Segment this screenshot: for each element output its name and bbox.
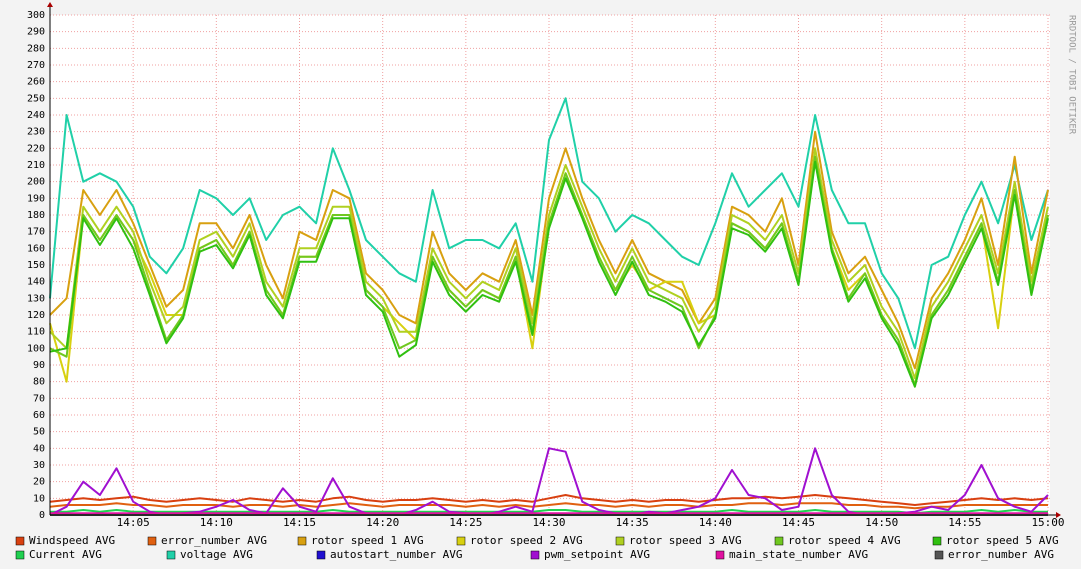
legend-swatch (147, 536, 157, 546)
y-tick-label: 0 (39, 510, 45, 521)
y-tick-label: 180 (27, 210, 45, 221)
x-tick-label: 14:05 (117, 516, 150, 529)
y-tick-label: 160 (27, 243, 45, 254)
x-tick-label: 14:40 (699, 516, 732, 529)
series-line (49, 97, 1049, 350)
y-tick-label: 80 (33, 377, 45, 388)
legend-label: rotor speed 4 AVG (788, 534, 901, 547)
series-line (50, 509, 1048, 515)
x-tick-label: 14:55 (948, 516, 981, 529)
legend-label: autostart_number AVG (330, 548, 462, 561)
legend-label: Windspeed AVG (29, 534, 115, 547)
axis-arrow (1056, 512, 1061, 518)
y-tick-label: 170 (27, 227, 45, 238)
legend-swatch (297, 536, 307, 546)
legend-swatch (15, 536, 25, 546)
x-tick-label: 14:10 (200, 516, 233, 529)
series-line (49, 160, 1049, 388)
watermark: RRDTOOL / TOBI OETIKER (1067, 15, 1077, 135)
x-tick-label: 14:35 (616, 516, 649, 529)
x-tick-label: 14:20 (366, 516, 399, 529)
legend-swatch (316, 550, 326, 560)
y-tick-label: 150 (27, 260, 45, 271)
x-tick-label: 14:30 (532, 516, 565, 529)
y-tick-label: 260 (27, 77, 45, 88)
series-line (49, 494, 1049, 506)
y-tick-label: 200 (27, 177, 45, 188)
series-line (49, 147, 1049, 380)
y-tick-label: 120 (27, 310, 45, 321)
legend-label: rotor speed 5 AVG (946, 534, 1059, 547)
legend-label: rotor speed 1 AVG (311, 534, 424, 547)
y-tick-label: 300 (27, 10, 45, 21)
y-tick-label: 60 (33, 410, 45, 421)
legend-label: Current AVG (29, 548, 102, 561)
y-tick-label: 20 (33, 477, 45, 488)
legend-swatch (932, 536, 942, 546)
legend-swatch (715, 550, 725, 560)
y-tick-label: 270 (27, 60, 45, 71)
y-tick-label: 290 (27, 27, 45, 38)
y-tick-label: 30 (33, 460, 45, 471)
y-tick-label: 280 (27, 43, 45, 54)
x-tick-label: 14:50 (865, 516, 898, 529)
y-tick-label: 220 (27, 143, 45, 154)
x-tick-label: 14:15 (283, 516, 316, 529)
axis-arrow (47, 2, 53, 7)
series-line (49, 502, 1048, 510)
y-tick-label: 90 (33, 360, 45, 371)
y-tick-label: 250 (27, 93, 45, 104)
legend-swatch (774, 536, 784, 546)
legend-swatch (615, 536, 625, 546)
y-tick-label: 10 (33, 493, 45, 504)
legend-label: main_state_number AVG (729, 548, 868, 561)
y-tick-label: 230 (27, 127, 45, 138)
y-tick-label: 70 (33, 393, 45, 404)
y-tick-label: 140 (27, 277, 45, 288)
legend-swatch (15, 550, 25, 560)
legend-label: error_number AVG (948, 548, 1054, 561)
series-line (49, 130, 1049, 370)
y-tick-label: 240 (27, 110, 45, 121)
y-tick-label: 110 (27, 327, 45, 338)
legend-swatch (166, 550, 176, 560)
series-line (49, 155, 1049, 386)
x-tick-label: 15:00 (1031, 516, 1064, 529)
legend-label: rotor speed 3 AVG (629, 534, 742, 547)
x-tick-label: 14:45 (782, 516, 815, 529)
y-tick-label: 40 (33, 443, 45, 454)
legend-swatch (456, 536, 466, 546)
x-tick-label: 14:25 (449, 516, 482, 529)
legend-label: voltage AVG (180, 548, 253, 561)
legend-swatch (934, 550, 944, 560)
legend-swatch (530, 550, 540, 560)
y-tick-label: 100 (27, 343, 45, 354)
legend-label: rotor speed 2 AVG (470, 534, 583, 547)
legend-label: error_number AVG (161, 534, 267, 547)
y-tick-label: 50 (33, 427, 45, 438)
y-tick-label: 130 (27, 293, 45, 304)
y-tick-label: 190 (27, 193, 45, 204)
legend-label: pwm_setpoint AVG (544, 548, 650, 561)
y-tick-label: 210 (27, 160, 45, 171)
